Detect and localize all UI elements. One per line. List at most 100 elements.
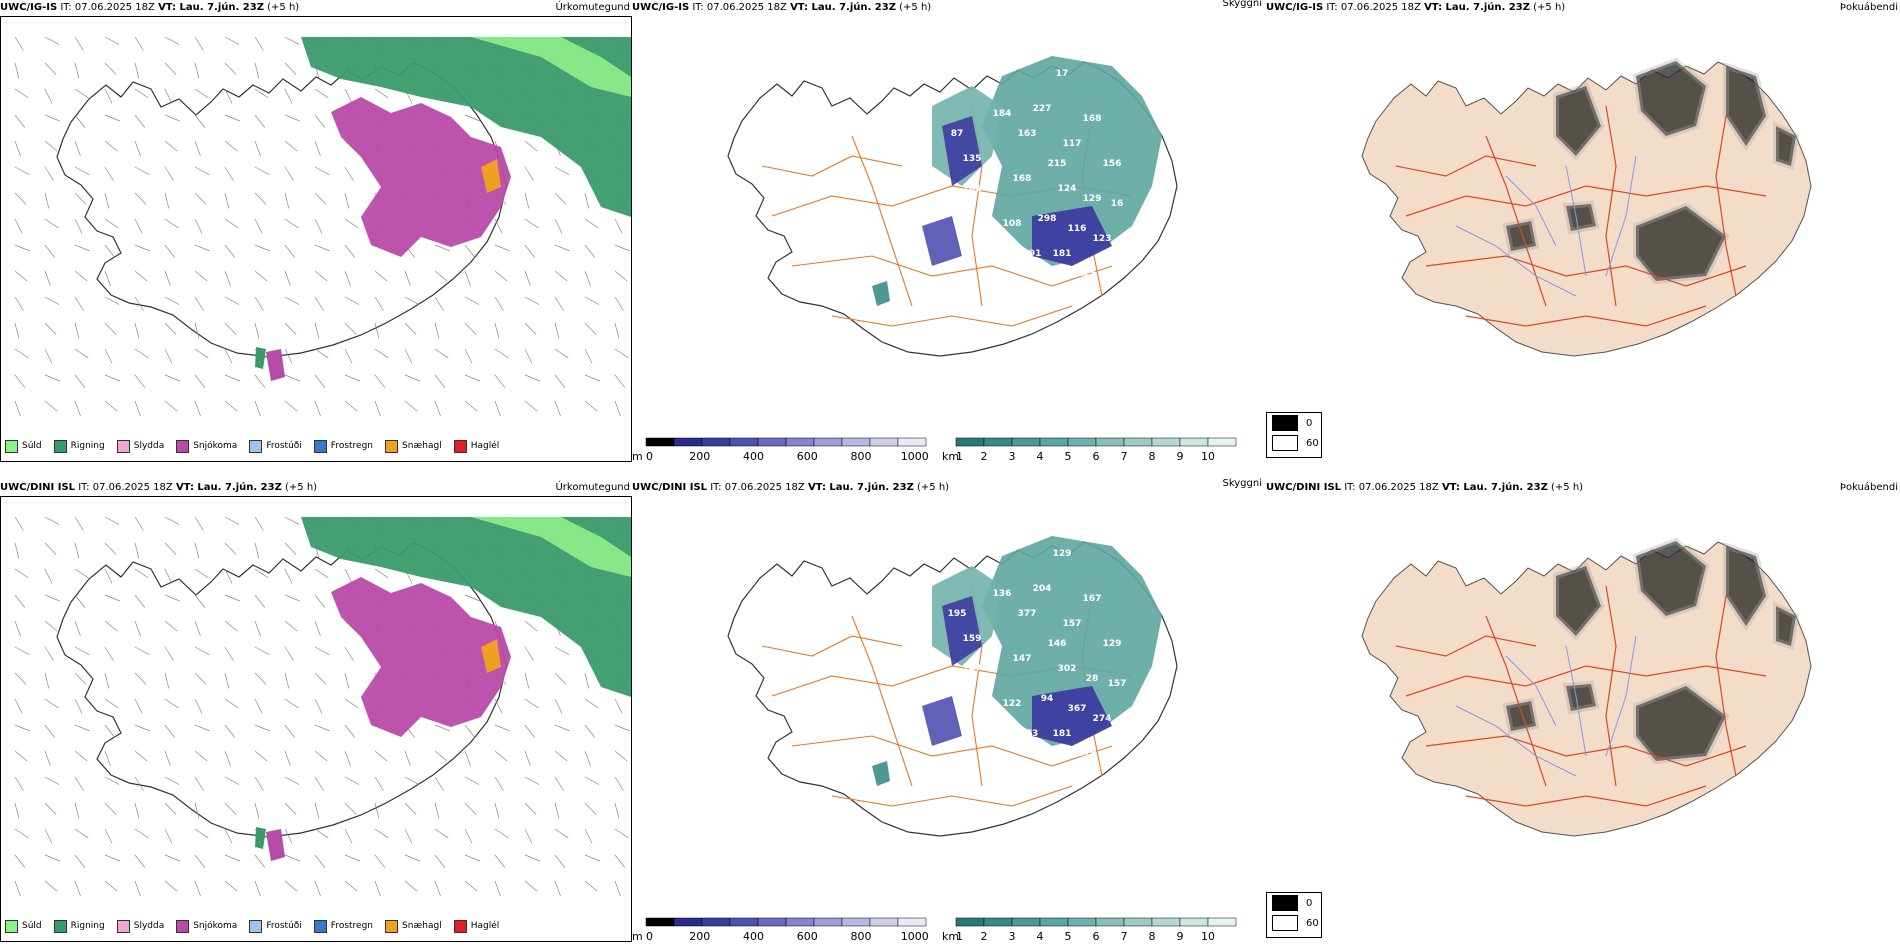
scale-swatch bbox=[673, 917, 703, 927]
legend-swatch bbox=[453, 919, 467, 933]
scale-tick-label: 400 bbox=[743, 930, 764, 942]
legend-label: Súld bbox=[22, 921, 42, 931]
fog-legend: 0 60 bbox=[1266, 892, 1322, 938]
lead-time: (+5 h) bbox=[267, 2, 300, 13]
cloud-base-label: 122 bbox=[1003, 699, 1022, 709]
scale-swatch bbox=[897, 437, 927, 447]
fog-legend-swatch bbox=[1272, 895, 1298, 911]
panel-title: Þokuábendi bbox=[1839, 482, 1898, 493]
precip-panel-bottom: UWC/DINI ISL IT: 07.06.2025 18Z VT: Lau.… bbox=[0, 482, 632, 942]
legend-item: Rigning bbox=[53, 439, 105, 453]
scale-swatch bbox=[983, 917, 1013, 927]
fog-legend-swatch bbox=[1272, 435, 1298, 451]
precip-panel-top: UWC/IG-IS IT: 07.06.2025 18Z VT: Lau. 7.… bbox=[0, 2, 632, 462]
panel-header: UWC/DINI ISL IT: 07.06.2025 18Z VT: Lau.… bbox=[632, 478, 1264, 496]
legend-item: Frostregn bbox=[313, 439, 373, 453]
legend-swatch bbox=[5, 919, 18, 933]
legend-swatch bbox=[116, 919, 130, 933]
scale-tick-label: 200 bbox=[689, 930, 710, 942]
cloud-base-label: 141 bbox=[1013, 279, 1032, 289]
scale-swatch bbox=[841, 917, 871, 927]
scale-tick-label: 200 bbox=[689, 450, 710, 462]
cloud-base-label: 367 bbox=[1068, 704, 1087, 714]
scale-tick-label: 2 bbox=[981, 450, 988, 462]
cloud-base-label: 159 bbox=[963, 634, 982, 644]
legend-item: Rigning bbox=[53, 919, 105, 933]
scale-tick-label: 1000 bbox=[901, 450, 929, 462]
valid-time: VT: Lau. 7.jún. 23Z bbox=[158, 2, 264, 13]
height-scalebar: m 0 200 400 600 800 1000 bbox=[632, 917, 929, 942]
legend-swatch bbox=[385, 919, 399, 933]
scale-tick-label: 0 bbox=[646, 930, 653, 942]
scale-swatch bbox=[841, 437, 871, 447]
model-name: UWC/DINI ISL bbox=[632, 482, 708, 493]
model-name: UWC/IG-IS bbox=[1266, 2, 1324, 13]
visibility-scalebar: km1 2 3 4 5 6 7 8 9 10 bbox=[942, 437, 1237, 462]
cloud-base-label: 116 bbox=[1068, 224, 1087, 234]
map-frame: Súld Rigning Slydda Snjókoma Frostúði Frostre… bbox=[0, 496, 632, 942]
scale-unit: km bbox=[942, 930, 959, 942]
cloud-base-label: 116 bbox=[1043, 754, 1062, 764]
panel-title: Skyggni bbox=[1222, 478, 1262, 489]
legend-label: Haglél bbox=[470, 441, 500, 451]
legend-label: Frostregn bbox=[330, 921, 374, 931]
scale-swatch bbox=[1039, 437, 1069, 447]
scale-tick-label: 7 bbox=[1121, 450, 1128, 462]
legend-item: Frostúði bbox=[249, 439, 302, 453]
cloud-base-label: 418 bbox=[1078, 749, 1097, 759]
cloud-base-label: 90 bbox=[996, 714, 1009, 724]
init-time: IT: 07.06.2025 18Z bbox=[692, 2, 787, 13]
fog-legend-label: 60 bbox=[1306, 917, 1319, 929]
legend-label: Haglél bbox=[470, 921, 500, 931]
precip-legend: Súld Rigning Slydda Snjókoma Frostúði Frostre… bbox=[5, 917, 511, 935]
panel-header: UWC/IG-IS IT: 07.06.2025 18Z VT: Lau. 7.… bbox=[0, 0, 632, 16]
scale-swatch bbox=[1095, 917, 1125, 927]
map-frame: Súld Rigning Slydda Snjókoma Frostúði Frostre… bbox=[0, 16, 632, 462]
cloud-base-label: 125 bbox=[1078, 269, 1097, 279]
fog-map bbox=[1361, 57, 1812, 357]
cloud-base-label: 147 bbox=[1013, 654, 1032, 664]
legend-swatch bbox=[176, 919, 190, 933]
scale-swatch bbox=[813, 917, 843, 927]
cloud-base-label: 195 bbox=[948, 609, 967, 619]
model-name: UWC/DINI ISL bbox=[0, 482, 76, 493]
legend-swatch bbox=[249, 919, 263, 933]
fog-legend-swatch bbox=[1272, 915, 1298, 931]
scale-tick-label: 600 bbox=[797, 930, 818, 942]
scale-swatch bbox=[897, 917, 927, 927]
cloud-base-label: 123 bbox=[1093, 234, 1112, 244]
cloud-base-label: 87 bbox=[951, 129, 964, 139]
scale-swatch bbox=[869, 917, 899, 927]
scale-tick-label: 7 bbox=[1121, 930, 1128, 942]
legend-label: Slydda bbox=[133, 921, 165, 931]
scale-tick-label: 6 bbox=[1093, 450, 1100, 462]
scale-tick-label: 10 bbox=[1201, 450, 1215, 462]
scale-tick-label: 9 bbox=[1177, 450, 1184, 462]
cloud-base-label: 156 bbox=[1103, 159, 1122, 169]
legend-item: Snjókoma bbox=[176, 439, 237, 453]
panel-header: UWC/DINI ISL IT: 07.06.2025 18Z VT: Lau.… bbox=[0, 480, 632, 496]
scale-swatch bbox=[729, 917, 759, 927]
scale-tick-label: 6 bbox=[1093, 930, 1100, 942]
scale-swatch bbox=[757, 917, 787, 927]
panel-title: Þokuábendi bbox=[1839, 2, 1898, 13]
fog-panel-bottom: UWC/DINI ISL IT: 07.06.2025 18Z VT: Lau.… bbox=[1266, 482, 1900, 942]
scale-swatch bbox=[955, 437, 985, 447]
scale-tick-label: 1 bbox=[956, 450, 963, 462]
fog-legend: 0 60 bbox=[1266, 412, 1322, 458]
legend-label: Rigning bbox=[70, 441, 105, 451]
legend-item: Frostregn bbox=[313, 919, 374, 933]
scale-tick-label: 5 bbox=[1065, 930, 1072, 942]
cloud-base-label: 274 bbox=[1093, 714, 1112, 724]
fog-legend-label: 0 bbox=[1306, 417, 1313, 429]
panel-header: UWC/IG-IS IT: 07.06.2025 18Z VT: Lau. 7.… bbox=[1266, 0, 1900, 16]
fog-legend-row: 0 bbox=[1267, 893, 1321, 913]
scale-swatch bbox=[729, 437, 759, 447]
scale-tick-label: 800 bbox=[851, 450, 872, 462]
legend-swatch bbox=[5, 439, 18, 453]
scale-swatch bbox=[869, 437, 899, 447]
cloud-base-label: 163 bbox=[1018, 129, 1037, 139]
fog-legend-swatch bbox=[1272, 415, 1298, 431]
scale-swatch bbox=[1123, 437, 1153, 447]
cloud-base-label: 124 bbox=[1058, 184, 1077, 194]
